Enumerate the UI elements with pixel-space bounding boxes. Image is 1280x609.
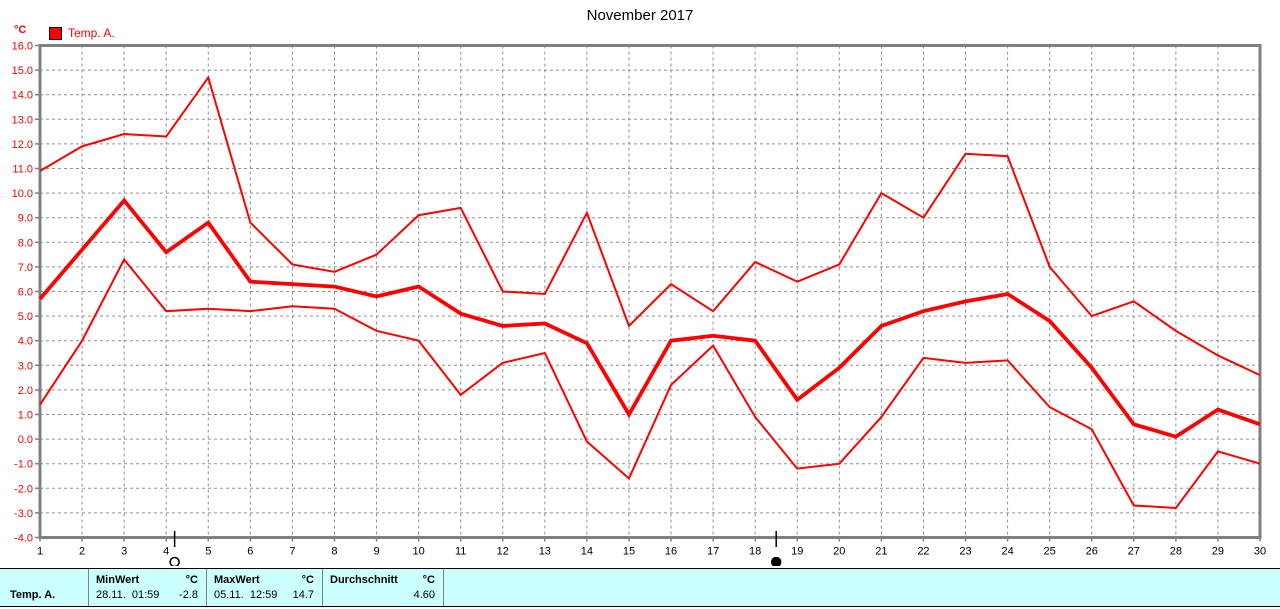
temperature-line-chart: -4.0 -3.0 -2.0 -1.0 0.0 1.0 2.0 3.0 4.0 5.0 6.0 7.0… <box>12 41 1266 567</box>
x-tick-label: 25 <box>1044 546 1056 558</box>
x-tick-label: 7 <box>289 546 295 558</box>
y-tick-label: -4.0 <box>14 533 33 545</box>
x-tick-label: 22 <box>917 546 929 558</box>
x-tick-label: 13 <box>539 546 551 558</box>
minwert-timestamp: 28.11. 01:59 <box>96 589 160 601</box>
durchschnitt-unit: °C <box>422 574 435 586</box>
durchschnitt-cell: Durchschnitt °C 4.60 <box>323 569 443 606</box>
x-tick-label: 29 <box>1212 546 1224 558</box>
series-line-min <box>39 257 1261 510</box>
x-tick-label: 14 <box>581 546 593 558</box>
x-tick-label: 6 <box>247 546 253 558</box>
x-tick-label: 4 <box>163 546 169 558</box>
y-tick-label: 10.0 <box>12 188 33 200</box>
statusbar-divider <box>322 569 323 606</box>
maxwert-label: MaxWert <box>214 574 260 586</box>
maxwert-value: 14.7 <box>292 589 314 601</box>
maxwert-unit: °C <box>301 574 314 586</box>
legend-label: Temp. A. <box>68 26 115 40</box>
y-tick-label: 1.0 <box>18 410 33 422</box>
y-tick-label: 12.0 <box>12 139 33 151</box>
x-tick-label: 19 <box>791 546 803 558</box>
y-tick-label: -1.0 <box>14 459 33 471</box>
y-tick-label: 6.0 <box>18 287 33 299</box>
x-tick-label: 5 <box>205 546 211 558</box>
x-tick-label: 26 <box>1086 546 1098 558</box>
statusbar-series-label: Temp. A. <box>10 589 56 601</box>
x-tick-label: 23 <box>959 546 971 558</box>
x-tick-label: 28 <box>1170 546 1182 558</box>
minwert-unit: °C <box>185 574 198 586</box>
y-tick-label: 16.0 <box>12 41 33 53</box>
x-tick-label: 20 <box>833 546 845 558</box>
x-tick-label: 11 <box>455 546 466 558</box>
x-tick-label: 24 <box>1001 546 1013 558</box>
x-axis: 1 2 3 4 5 6 7 8 9 10 11 12 13 14 15 16 17 18 19 20 21 22 23 24 2… <box>37 537 1266 558</box>
y-tick-label: 15.0 <box>12 65 33 77</box>
filled-circle-cursor-marker[interactable] <box>770 556 782 567</box>
x-tick-label: 3 <box>121 546 127 558</box>
status-bar: Temp. A. MinWert °C 28.11. 01:59 -2.8 Ma… <box>0 568 1280 607</box>
y-axis: -4.0 -3.0 -2.0 -1.0 0.0 1.0 2.0 3.0 4.0 5.0 6.0 7.0… <box>12 41 40 545</box>
x-tick-label: 8 <box>331 546 337 558</box>
y-tick-label: 11.0 <box>12 164 33 176</box>
x-tick-label: 9 <box>373 546 379 558</box>
x-tick-label: 2 <box>79 546 85 558</box>
x-tick-label: 12 <box>497 546 509 558</box>
x-tick-label: 17 <box>707 546 719 558</box>
minwert-cell: MinWert °C 28.11. 01:59 -2.8 <box>89 569 206 606</box>
y-tick-label: -2.0 <box>14 483 33 495</box>
x-tick-label: 21 <box>875 546 887 558</box>
y-axis-unit-label: °C <box>14 24 27 36</box>
series-line-avg <box>38 197 1261 439</box>
x-tick-label: 18 <box>749 546 761 558</box>
y-tick-label: 9.0 <box>18 213 33 225</box>
y-tick-label: 7.0 <box>18 262 33 274</box>
y-tick-label: 4.0 <box>18 336 33 348</box>
open-circle-cursor-marker[interactable] <box>169 556 180 567</box>
grid <box>40 45 1260 538</box>
x-tick-label: 15 <box>623 546 635 558</box>
y-tick-label: 2.0 <box>18 385 33 397</box>
y-tick-label: 13.0 <box>12 114 33 126</box>
x-tick-label: 10 <box>412 546 424 558</box>
series-line-max <box>39 75 1261 377</box>
durchschnitt-value: 4.60 <box>413 589 435 601</box>
y-tick-label: 0.0 <box>18 434 33 446</box>
chart-title: November 2017 <box>586 7 694 24</box>
statusbar-divider <box>88 569 89 606</box>
maxwert-timestamp: 05.11. 12:59 <box>214 589 278 601</box>
x-tick-label: 1 <box>37 546 43 558</box>
x-tick-label: 27 <box>1128 546 1140 558</box>
y-tick-label: 3.0 <box>18 360 33 372</box>
durchschnitt-label: Durchschnitt <box>330 574 398 586</box>
x-tick-label: 30 <box>1254 546 1266 558</box>
x-tick-label: 16 <box>665 546 677 558</box>
legend: Temp. A. <box>49 26 115 40</box>
y-tick-label: -3.0 <box>14 508 33 520</box>
statusbar-divider <box>443 569 444 606</box>
statusbar-divider <box>206 569 207 606</box>
y-tick-label: 14.0 <box>12 90 33 102</box>
maxwert-cell: MaxWert °C 05.11. 12:59 14.7 <box>207 569 322 606</box>
minwert-label: MinWert <box>96 574 140 586</box>
legend-swatch-icon <box>49 26 62 40</box>
minwert-value: -2.8 <box>179 589 198 601</box>
y-tick-label: 8.0 <box>18 237 33 249</box>
y-tick-label: 5.0 <box>18 311 33 323</box>
